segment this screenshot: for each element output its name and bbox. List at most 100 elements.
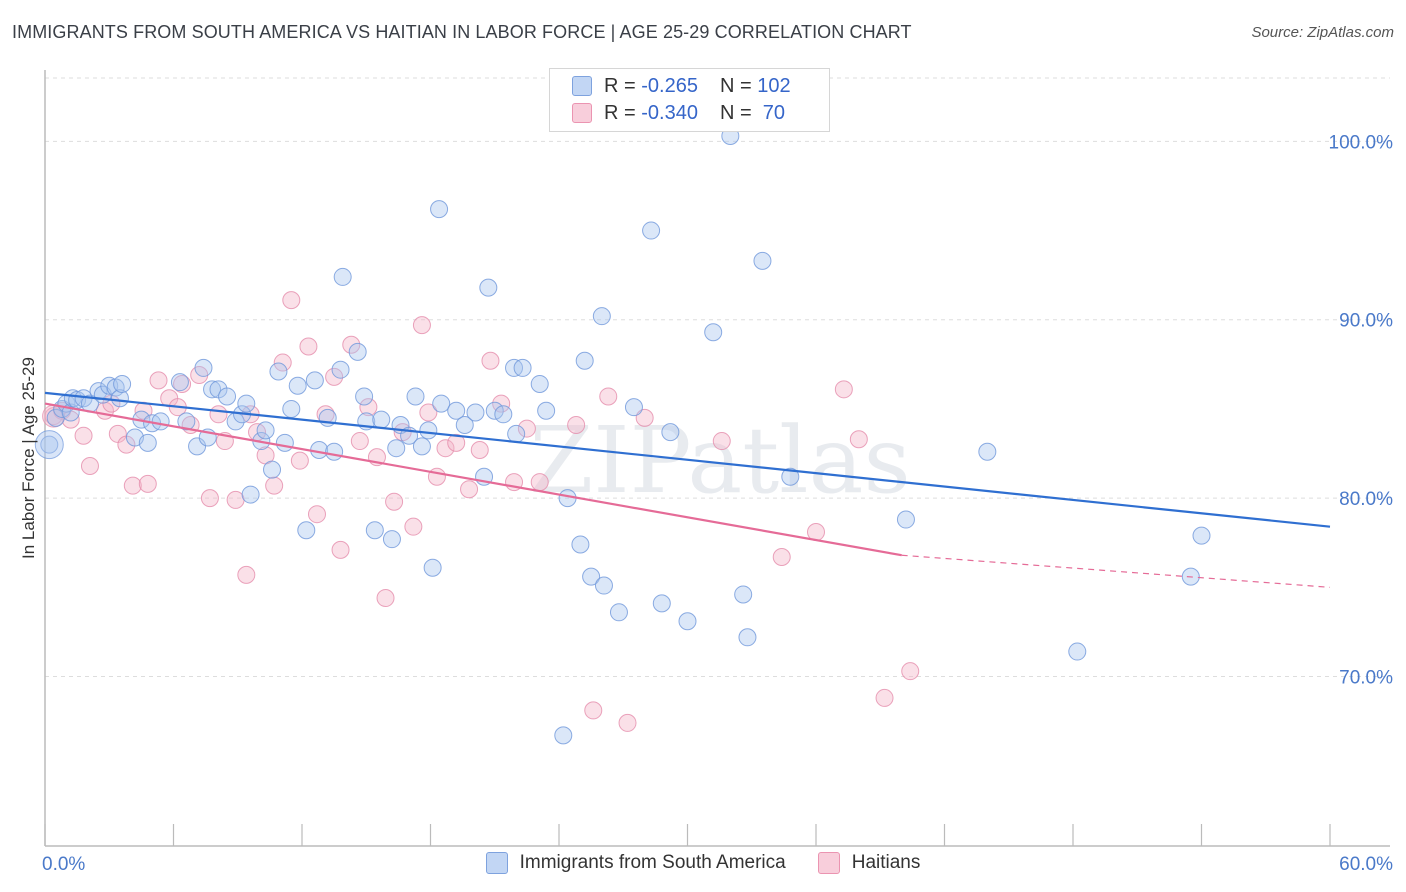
haitians-point xyxy=(712,432,731,451)
south-america-point xyxy=(241,485,260,504)
y-tick-label: 90.0% xyxy=(1339,311,1393,332)
n-value: 102 xyxy=(757,74,791,97)
south-america-point xyxy=(624,398,643,417)
haitians-point xyxy=(265,476,284,495)
legend-item-haitians[interactable]: Haitians xyxy=(817,852,920,874)
haitians-point xyxy=(350,432,369,451)
south-america-point xyxy=(537,401,556,420)
south-america-point xyxy=(406,387,425,406)
haitians-point xyxy=(385,492,404,511)
south-america-point xyxy=(194,358,213,377)
south-america-point xyxy=(40,435,59,454)
haitians-point xyxy=(404,517,423,536)
south-america-point xyxy=(447,401,466,420)
south-america-point xyxy=(678,612,697,631)
haitians-point xyxy=(635,408,654,427)
haitians-point xyxy=(460,480,479,499)
south-america-point xyxy=(734,585,753,604)
haitians-point xyxy=(492,394,511,413)
south-america-point xyxy=(297,521,316,540)
haitians-point xyxy=(273,353,292,372)
south-america-point xyxy=(305,371,324,390)
haitians-point xyxy=(618,713,637,732)
legend-row-south-america: R = -0.265 N = 102 xyxy=(572,73,791,99)
blue-swatch-icon xyxy=(485,852,508,874)
south-america-point xyxy=(582,567,601,586)
south-america-point xyxy=(1068,642,1087,661)
haitians-point xyxy=(376,589,395,608)
legend-label: Immigrants from South America xyxy=(519,852,786,873)
south-america-point xyxy=(382,530,401,549)
series-legend: Immigrants from South America Haitians xyxy=(0,852,1406,874)
haitians-point xyxy=(200,489,219,508)
south-america-point xyxy=(704,323,723,342)
south-america-point xyxy=(423,558,442,577)
south-america-point xyxy=(652,594,671,613)
haitians-point xyxy=(237,565,256,584)
south-america-point xyxy=(575,351,594,370)
south-america-trend-line xyxy=(44,391,1331,528)
x-tick-label: 60.0% xyxy=(1339,854,1393,875)
south-america-point xyxy=(110,389,129,408)
r-label: R = xyxy=(604,74,642,97)
y-axis-label: In Labor Force | Age 25-29 xyxy=(19,357,38,559)
south-america-point xyxy=(507,424,526,443)
south-america-point xyxy=(188,437,207,456)
r-value: -0.340 xyxy=(641,101,698,124)
n-label: N = xyxy=(719,101,758,124)
south-america-point xyxy=(355,387,374,406)
haitians-point xyxy=(331,540,350,559)
haitians-point xyxy=(517,419,536,438)
haitians-point xyxy=(834,380,853,399)
haitians-point xyxy=(74,426,93,445)
south-america-point xyxy=(738,628,757,647)
haitians-point xyxy=(584,701,603,720)
haitians-point xyxy=(342,335,361,354)
pink-swatch-icon xyxy=(817,852,840,874)
haitians-point xyxy=(436,439,455,458)
haitians-point xyxy=(599,387,618,406)
south-america-point xyxy=(203,380,222,399)
haitians-point xyxy=(567,415,586,434)
south-america-point xyxy=(419,421,438,440)
south-america-point xyxy=(151,412,170,431)
south-america-point xyxy=(138,433,157,452)
south-america-point xyxy=(661,423,680,442)
south-america-point xyxy=(592,307,611,326)
haitians-point xyxy=(149,371,168,390)
south-america-point xyxy=(256,421,275,440)
n-value: 70 xyxy=(757,101,786,124)
haitians-point xyxy=(307,505,326,524)
haitians-point xyxy=(875,688,894,707)
south-america-point xyxy=(269,362,288,381)
haitians-point xyxy=(530,473,549,492)
south-america-point xyxy=(331,360,350,379)
haitians-point xyxy=(138,474,157,493)
haitians-point xyxy=(299,337,318,356)
south-america-point xyxy=(978,442,997,461)
south-america-point xyxy=(466,403,485,422)
source-credit: Source: ZipAtlas.com xyxy=(1251,24,1394,41)
south-america-point xyxy=(348,342,367,361)
haitians-point xyxy=(226,490,245,509)
watermark: ZIPatlas xyxy=(529,407,910,514)
haitians-point xyxy=(209,405,228,424)
tick-labels: 70.0% 80.0% 90.0% 100.0% 0.0% 60.0% xyxy=(42,132,1393,875)
south-america-point xyxy=(218,387,237,406)
south-america-point xyxy=(896,510,915,529)
south-america-point xyxy=(237,394,256,413)
south-america-point xyxy=(571,535,590,554)
south-america-point xyxy=(263,460,282,479)
legend-row-haitians: R = -0.340 N = 70 xyxy=(572,100,785,126)
legend-item-south-america[interactable]: Immigrants from South America xyxy=(485,852,786,874)
y-tick-label: 100.0% xyxy=(1329,132,1394,153)
south-america-point xyxy=(365,521,384,540)
south-america-point xyxy=(494,405,513,424)
haitians-point xyxy=(282,291,301,310)
south-america-point xyxy=(432,394,451,413)
haitians-point xyxy=(80,457,99,476)
south-america-point xyxy=(387,439,406,458)
haitians-point xyxy=(325,367,344,386)
south-america-point xyxy=(513,358,532,377)
